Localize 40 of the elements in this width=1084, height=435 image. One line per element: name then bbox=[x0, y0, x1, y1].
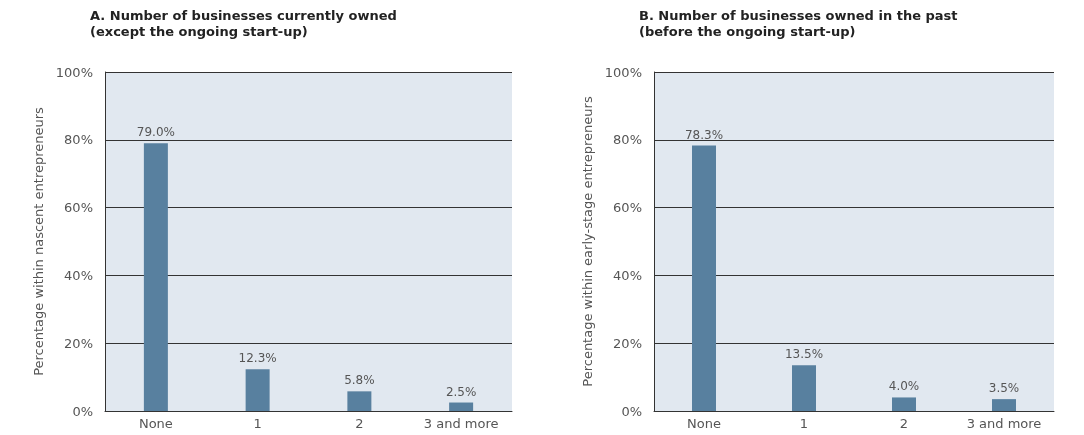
bar bbox=[347, 391, 372, 411]
data-label: 79.0% bbox=[136, 125, 175, 140]
bar bbox=[245, 369, 270, 411]
x-tick-label: 2 bbox=[355, 416, 364, 431]
x-tick-label: 2 bbox=[899, 416, 909, 431]
data-label: 3.5% bbox=[988, 381, 1020, 396]
bar bbox=[792, 365, 816, 411]
data-label: 2.5% bbox=[445, 384, 477, 399]
bar bbox=[892, 397, 916, 411]
y-tick-label: 80% bbox=[613, 132, 642, 148]
x-tick-label: 3 and more bbox=[966, 416, 1042, 431]
bar bbox=[692, 145, 716, 411]
y-tick-label: 20% bbox=[64, 335, 93, 351]
data-label: 12.3% bbox=[238, 351, 277, 366]
chart-title: A. Number of businesses currently owned (except the ongoing start-up) bbox=[90, 7, 397, 39]
data-label: 13.5% bbox=[784, 347, 824, 362]
data-label: 5.8% bbox=[344, 373, 375, 388]
x-tick-label: None bbox=[138, 416, 173, 431]
bar bbox=[992, 399, 1016, 411]
y-tick-label: 100% bbox=[604, 64, 642, 80]
bar bbox=[143, 143, 168, 411]
x-tick-label: 3 and more bbox=[423, 416, 499, 431]
y-tick-label: 60% bbox=[64, 200, 93, 216]
y-tick-label: 60% bbox=[613, 200, 642, 216]
y-tick-label: 100% bbox=[55, 64, 93, 80]
x-tick-label: None bbox=[687, 416, 721, 431]
data-label: 4.0% bbox=[888, 379, 920, 394]
x-tick-label: 1 bbox=[253, 416, 262, 431]
data-label: 78.3% bbox=[684, 127, 724, 142]
y-axis-title: Percentage within early-stage entrepreneurs bbox=[579, 96, 595, 387]
y-tick-label: 0% bbox=[621, 403, 642, 419]
chart-title: B. Number of businesses owned in the past (before the ongoing start-up) bbox=[639, 7, 958, 39]
bar bbox=[449, 402, 474, 411]
y-tick-label: 80% bbox=[64, 132, 93, 148]
x-tick-label: 1 bbox=[799, 416, 809, 431]
y-axis-title: Percentage within nascent entrepreneurs bbox=[30, 106, 46, 376]
y-tick-label: 20% bbox=[613, 335, 642, 351]
y-tick-label: 40% bbox=[613, 267, 642, 283]
y-tick-label: 40% bbox=[64, 267, 93, 283]
y-tick-label: 0% bbox=[72, 403, 93, 419]
